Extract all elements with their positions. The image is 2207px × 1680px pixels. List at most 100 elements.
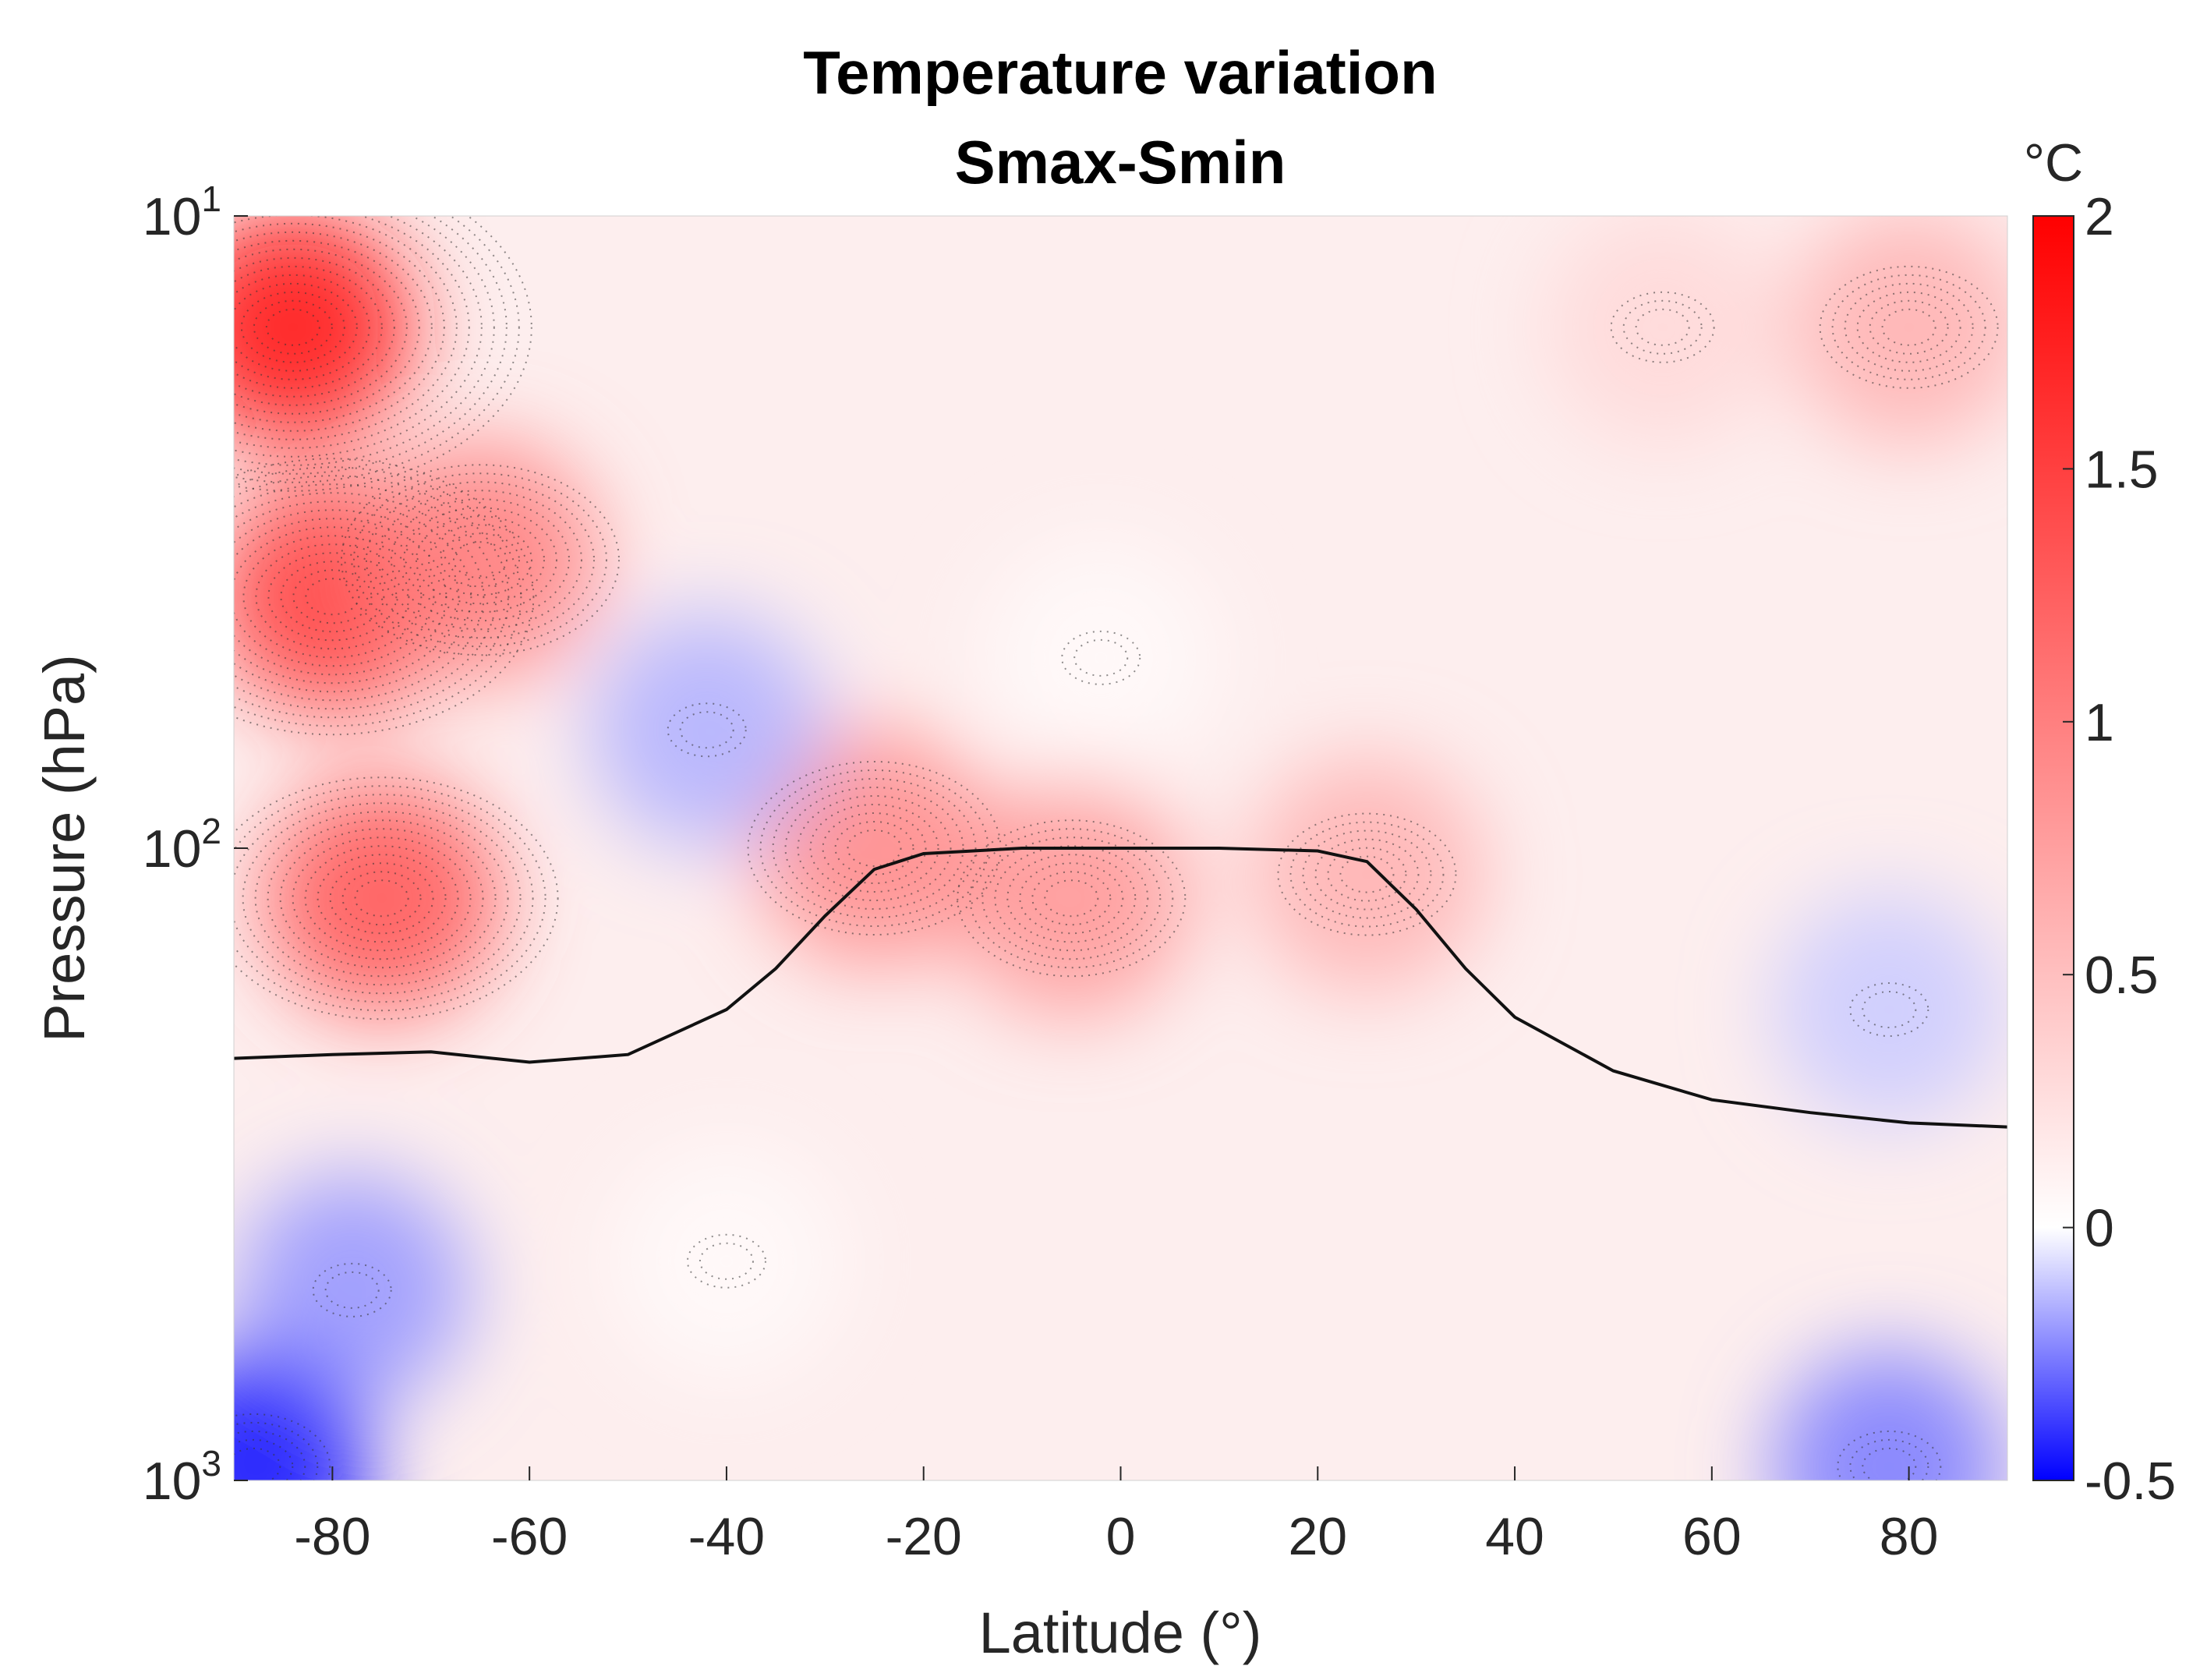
contour-line-29	[234, 483, 497, 710]
x-tick-label-1: -60	[491, 1507, 568, 1566]
contour-line-31	[234, 466, 522, 727]
contour-line-10	[234, 222, 445, 432]
x-tick-label-7: 60	[1682, 1507, 1742, 1566]
contour-line-45	[234, 776, 559, 1020]
contour-line-46	[452, 541, 508, 579]
contour-line-72	[957, 819, 1187, 978]
x-tick-label-0: -80	[294, 1507, 370, 1566]
colorbar-gradient	[2032, 215, 2074, 1481]
contour-line-85	[1856, 291, 1961, 363]
contour-line-86	[1844, 282, 1974, 372]
contour-line-48	[427, 524, 532, 596]
colorbar: 2 1.5 1 0.5 0 -0.5 °C	[2024, 133, 2176, 1511]
contour-line-61	[784, 787, 964, 910]
contour-line-75	[1314, 838, 1420, 911]
x-tick-label-8: 80	[1880, 1507, 1939, 1566]
contour-line-103	[1849, 982, 1929, 1038]
contour-line-59	[809, 804, 939, 893]
contour-line-12	[234, 216, 470, 449]
colorbar-tick-label-0: 2	[2085, 187, 2114, 246]
contour-line-5	[234, 265, 383, 389]
contour-line-67	[1019, 862, 1124, 935]
contour-line-0	[265, 308, 320, 346]
plot-area	[234, 216, 2007, 1480]
contour-line-26	[234, 509, 460, 684]
temperature-field	[234, 216, 2007, 1480]
contour-line-100	[1849, 1438, 1929, 1480]
contour-line-94	[234, 1447, 281, 1480]
contour-line-27	[234, 500, 472, 693]
contour-line-97	[234, 1421, 319, 1480]
contour-line-77	[1289, 821, 1445, 928]
contour-line-69	[994, 845, 1149, 952]
contour-line-102	[1862, 991, 1917, 1029]
contour-line-52	[377, 490, 582, 631]
contour-line-71	[969, 828, 1174, 969]
contour-line-42	[242, 802, 522, 995]
contour-line-17	[234, 216, 532, 492]
field-feature-6	[1250, 757, 1484, 992]
contour-line-23	[242, 535, 423, 659]
contour-line-7	[234, 248, 408, 406]
colorbar-tick-label-3: 0.5	[2085, 946, 2159, 1005]
x-axis: -80 -60 -40 -20 0 20 40 60 80	[294, 1466, 1938, 1566]
contour-line-88	[1819, 265, 1999, 389]
field-feature-4	[757, 731, 992, 965]
contour-line-38	[292, 836, 472, 960]
contour-line-50	[402, 507, 557, 614]
tropopause-line	[234, 847, 2007, 1129]
contour-line-37	[304, 845, 459, 952]
contour-line-82	[1061, 630, 1141, 685]
contour-line-105	[686, 1233, 766, 1289]
contour-line-55	[340, 464, 620, 656]
contour-line-4	[234, 274, 370, 380]
contour-line-68	[1006, 854, 1137, 943]
contour-line-74	[1327, 847, 1407, 902]
y-tick-base-0: 10	[143, 187, 202, 246]
colorbar-tick-label-1: 1.5	[2085, 440, 2159, 499]
contour-line-70	[981, 836, 1162, 960]
contour-line-56	[847, 829, 902, 867]
contour-line-65	[1044, 879, 1099, 918]
contour-line-53	[365, 481, 595, 639]
contour-line-33	[354, 879, 409, 918]
contour-line-30	[234, 475, 510, 719]
y-tick-base-2: 10	[143, 1452, 202, 1511]
contour-line-39	[279, 828, 484, 969]
contour-line-2	[240, 291, 345, 363]
contour-line-8	[234, 239, 420, 415]
field-feature-11	[235, 1172, 469, 1407]
contour-line-66	[1031, 871, 1112, 926]
field-feature-7	[589, 613, 824, 847]
contour-line-16	[234, 216, 520, 483]
x-tick-label-5: 20	[1288, 1507, 1347, 1566]
contour-line-54	[352, 472, 607, 648]
contour-line-3	[234, 282, 358, 372]
contour-line-41	[254, 811, 509, 986]
x-tick-label-3: -20	[886, 1507, 962, 1566]
field-feature-8	[984, 540, 1218, 775]
y-tick-label-0: 101	[143, 179, 221, 246]
contour-line-34	[341, 871, 422, 926]
contour-line-101	[1837, 1430, 1942, 1480]
contour-line-83	[1881, 308, 1936, 346]
field-feature-13	[1772, 1349, 2007, 1480]
contour-line-79	[679, 711, 734, 749]
contour-line-18	[305, 578, 360, 616]
contour-line-95	[234, 1438, 294, 1480]
contour-line-62	[772, 778, 977, 918]
field-feature-5	[954, 781, 1189, 1016]
colorbar-ticks: 2 1.5 1 0.5 0 -0.5	[2063, 187, 2176, 1511]
contour-line-40	[267, 819, 497, 978]
x-axis-label: Latitude (°)	[979, 1600, 1262, 1665]
x-tick-label-4: 0	[1106, 1507, 1136, 1566]
field-feature-9	[1791, 216, 2007, 444]
y-tick-exponent-1: 2	[201, 811, 221, 851]
field-feature-14	[1772, 893, 2007, 1127]
field-feature-0	[234, 216, 410, 444]
contour-line-93	[312, 1262, 392, 1317]
contour-line-60	[797, 795, 952, 901]
contour-line-28	[234, 492, 485, 702]
